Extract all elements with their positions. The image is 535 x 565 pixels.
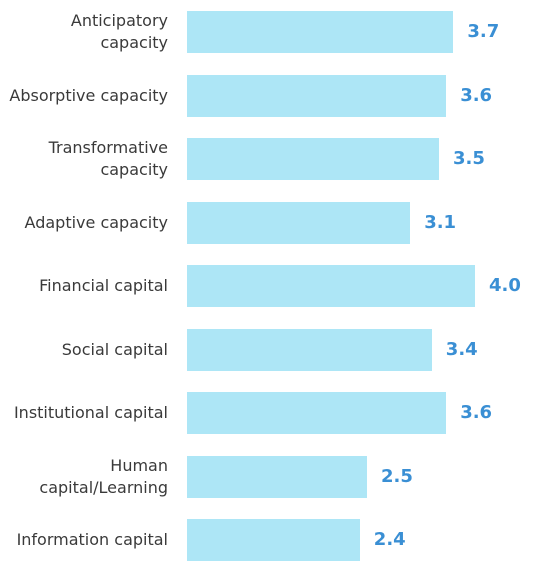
value-label: 4.0: [489, 275, 521, 296]
value-label: 3.5: [453, 148, 485, 169]
value-label: 2.4: [373, 529, 406, 550]
bar: [187, 455, 367, 498]
bar: [187, 201, 411, 244]
category-text: Financial capital: [39, 276, 168, 295]
category-text: Institutional capital: [13, 403, 168, 422]
bar: [187, 11, 454, 53]
value-label: 3.7: [467, 21, 500, 42]
category-label: Institutional capital: [8, 388, 168, 438]
category-text: Absorptive capacity: [9, 85, 168, 105]
bar: [187, 392, 447, 434]
category-label: Financial capital: [8, 261, 168, 311]
bar: [187, 74, 447, 117]
category-text: Human capital/Learning: [39, 455, 168, 497]
value-label: 2.5: [381, 465, 413, 487]
category-label: Social capital: [8, 325, 168, 375]
category-label: Human capital/Learning: [8, 452, 168, 502]
category-text: Transformative capacity: [48, 138, 168, 179]
category-label: Information capital: [8, 515, 168, 565]
value-label: 3.6: [460, 402, 493, 423]
value-label: 3.1: [424, 211, 457, 233]
value-label: 3.6: [460, 84, 493, 106]
category-label: Absorptive capacity: [8, 71, 168, 121]
category-label: Anticipatory capacity: [8, 7, 168, 57]
category-label: Transformative capacity: [8, 134, 168, 184]
category-text: Social capital: [61, 339, 168, 359]
bar: [187, 328, 432, 371]
bar: [187, 519, 360, 561]
category-text: Adaptive capacity: [24, 212, 168, 232]
category-text: Anticipatory capacity: [70, 11, 168, 52]
bar: [187, 138, 439, 180]
bar: [187, 265, 475, 307]
value-label: 3.4: [445, 338, 478, 360]
category-text: Information capital: [16, 530, 168, 549]
category-label: Adaptive capacity: [8, 198, 168, 248]
